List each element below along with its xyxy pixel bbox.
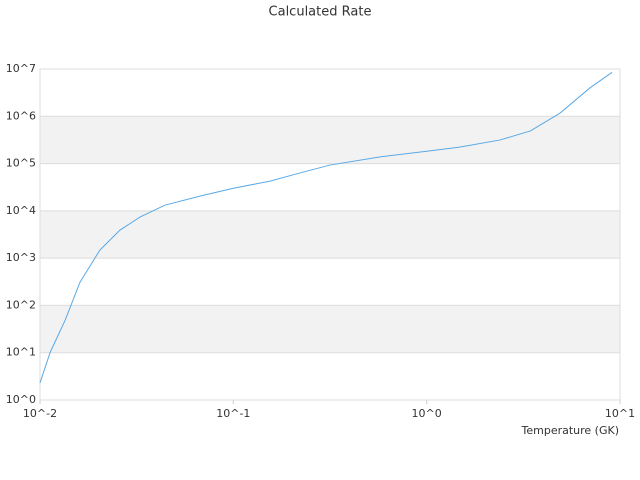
y-tick-label: 10^4 (6, 204, 36, 217)
x-axis-label: Temperature (GK) (521, 424, 620, 437)
y-tick-label: 10^0 (6, 393, 36, 406)
x-tick-label: 10^1 (605, 407, 635, 420)
chart-title: Calculated Rate (269, 5, 372, 20)
x-tick-label: 10^-1 (216, 407, 250, 420)
plot-border (39, 68, 621, 401)
y-tick-label: 10^3 (6, 251, 36, 264)
grid-band (40, 116, 620, 164)
y-tick-label: 10^7 (6, 62, 36, 75)
y-tick-label: 10^2 (6, 298, 36, 311)
x-tick-label: 10^-2 (23, 407, 57, 420)
x-tick-label: 10^0 (412, 407, 442, 420)
y-tick-label: 10^6 (6, 109, 36, 122)
grid-band (40, 305, 620, 353)
y-tick-label: 10^1 (6, 346, 36, 359)
grid-band (40, 210, 620, 259)
line (39, 71, 613, 384)
y-tick-label: 10^5 (6, 157, 36, 170)
